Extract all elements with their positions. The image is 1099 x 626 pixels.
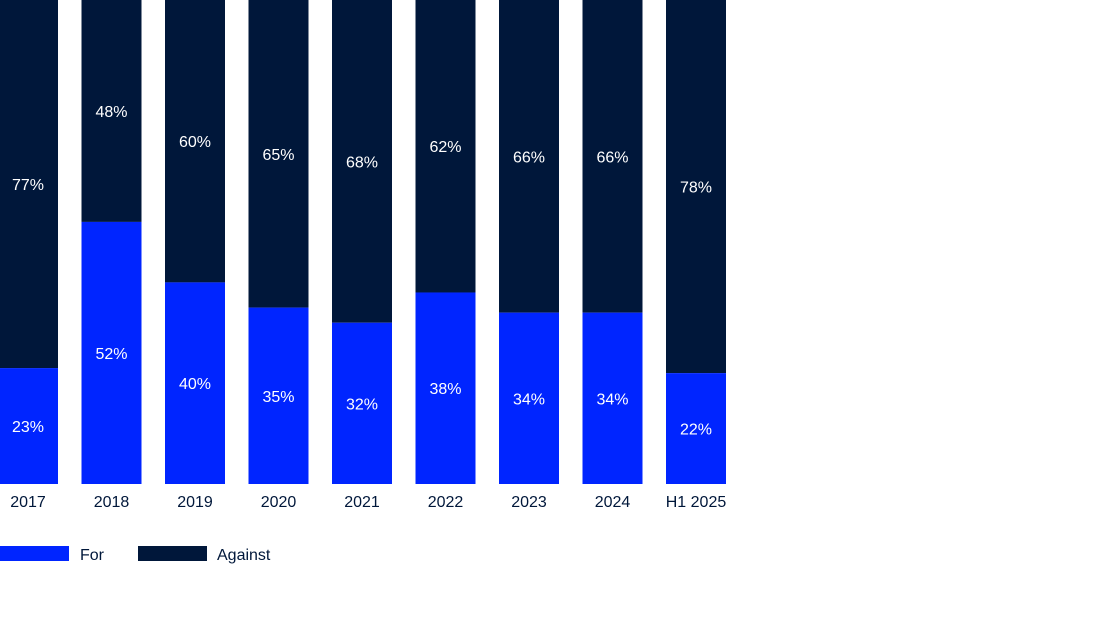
x-tick-label: 2024	[595, 494, 631, 511]
data-label-against: 66%	[513, 149, 545, 166]
bar-for-h1-2025	[666, 373, 726, 484]
data-label-against: 66%	[596, 149, 628, 166]
data-label-for: 38%	[429, 381, 461, 398]
x-tick-label: 2019	[177, 494, 213, 511]
bar-against-2024	[582, 0, 643, 313]
data-label-against: 62%	[429, 139, 461, 156]
data-label-for: 34%	[596, 391, 628, 408]
legend-swatch-against	[138, 546, 207, 561]
data-label-for: 35%	[262, 389, 294, 406]
data-label-against: 78%	[680, 180, 712, 197]
bar-against-2021	[332, 0, 392, 323]
data-label-against: 60%	[179, 134, 211, 151]
data-label-against: 48%	[95, 104, 127, 121]
x-tick-label: H1 2025	[666, 494, 727, 511]
data-label-against: 65%	[262, 147, 294, 164]
bar-against-2018	[81, 0, 142, 222]
data-label-for: 40%	[179, 376, 211, 393]
bar-for-2019	[165, 282, 225, 484]
bar-against-2023	[499, 0, 559, 313]
bar-against-2017	[0, 0, 58, 369]
data-label-for: 34%	[513, 391, 545, 408]
x-tick-label: 2018	[94, 494, 130, 511]
legend: For Against	[0, 546, 271, 564]
bar-against-2019	[165, 0, 225, 283]
x-tick-label: 2021	[344, 494, 380, 511]
bar-for-2024	[582, 312, 643, 484]
x-tick-label: 2023	[511, 494, 547, 511]
x-tick-label: 2020	[261, 494, 297, 511]
bars-layer	[0, 0, 726, 485]
bar-for-2023	[499, 312, 559, 484]
x-tick-label: 2017	[10, 494, 46, 511]
data-label-against: 77%	[12, 177, 44, 194]
x-tick-label: 2022	[428, 494, 464, 511]
x-axis: 2017 2018 2019 2020 2021 2022 2023 2024 H1 2025	[10, 494, 726, 511]
data-label-for: 22%	[680, 422, 712, 439]
bar-against-h1-2025	[666, 0, 726, 374]
bar-for-2022	[415, 292, 476, 484]
bar-against-2022	[415, 0, 476, 293]
data-label-for: 32%	[346, 396, 378, 413]
bar-for-2021	[332, 322, 392, 484]
legend-swatch-for	[0, 546, 69, 561]
data-label-for: 52%	[95, 346, 127, 363]
bar-for-2020	[248, 307, 309, 484]
bar-for-2018	[81, 221, 142, 485]
legend-label-for: For	[80, 547, 105, 564]
legend-label-against: Against	[217, 547, 271, 564]
data-label-against: 68%	[346, 154, 378, 171]
bar-against-2020	[248, 0, 309, 308]
bar-labels-layer: 77% 23% 48% 52% 60% 40% 65% 35% 68% 32% 62% 38% 66% 3…	[12, 104, 712, 439]
bar-for-2017	[0, 368, 58, 484]
data-label-for: 23%	[12, 419, 44, 436]
